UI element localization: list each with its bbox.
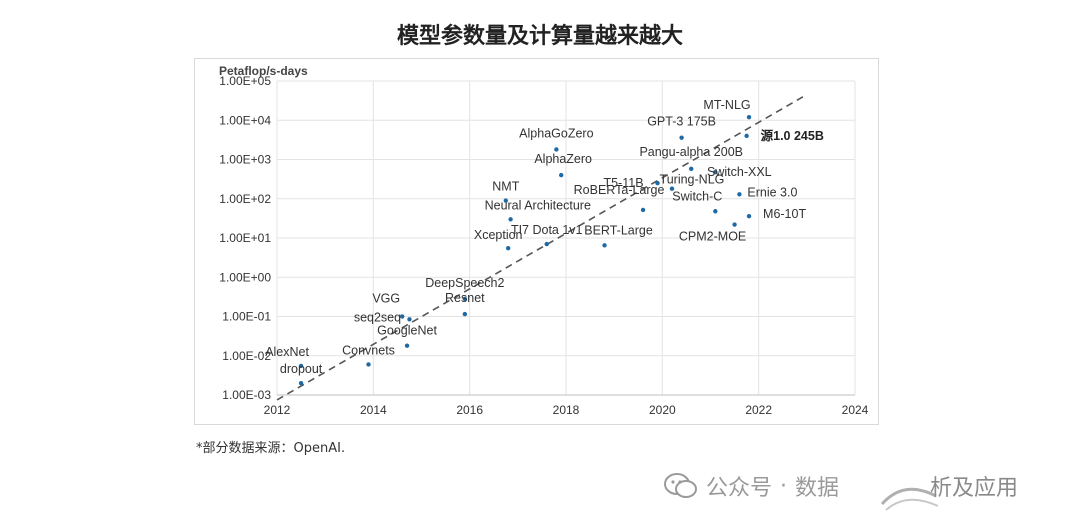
data-point xyxy=(554,147,559,152)
watermark-swoosh xyxy=(880,487,939,511)
data-point xyxy=(679,135,684,140)
data-point xyxy=(655,180,660,186)
data-point xyxy=(462,296,468,302)
data-label: Switch-C xyxy=(672,189,722,203)
chart-title: 模型参数量及计算量越来越大 xyxy=(396,24,683,49)
data-label: Ernie 3.0 xyxy=(747,185,797,199)
y-axis-label: Petaflop/s-days xyxy=(219,64,308,78)
x-tick-label: 2020 xyxy=(649,403,676,417)
scatter-plot: 1.00E-03 1.00E-02 1.00E-01 1.00E+00 1.00E+01… xyxy=(219,64,869,417)
data-point xyxy=(640,207,646,213)
data-point xyxy=(298,380,304,386)
data-label: AlexNet xyxy=(265,345,309,359)
data-label: Resnet xyxy=(445,291,485,305)
data-label: 源1.0 245B xyxy=(761,128,824,143)
y-tick-label: 1.00E+04 xyxy=(219,113,271,127)
data-label: TI7 Dota 1v1 xyxy=(511,223,583,237)
data-point xyxy=(746,114,752,120)
data-label: AlphaGoZero xyxy=(519,126,593,140)
x-tick-label: 2012 xyxy=(264,403,291,417)
data-point xyxy=(689,166,694,171)
trend-line xyxy=(276,93,808,401)
y-tick-label: 1.00E+00 xyxy=(219,270,271,284)
x-tick-label: 2022 xyxy=(745,403,772,417)
data-point xyxy=(404,343,410,348)
data-label: GoogleNet xyxy=(377,324,437,338)
data-point xyxy=(713,209,718,214)
data-label: VGG xyxy=(372,292,400,306)
y-tick-label: 1.00E+03 xyxy=(219,153,271,167)
data-point xyxy=(544,241,549,247)
data-label: AlphaZero xyxy=(534,152,592,166)
data-point xyxy=(407,317,412,322)
watermark: 公众号 · 数据 xyxy=(664,466,839,506)
x-tick-label: 2014 xyxy=(360,403,387,417)
data-label: Convnets xyxy=(342,343,395,357)
watermark-separator: · xyxy=(780,473,788,499)
data-point xyxy=(737,192,742,197)
footnote: *部分数据来源：OpenAI. xyxy=(196,441,346,456)
y-tick-label: 1.00E-01 xyxy=(222,310,271,324)
y-tick-label: 1.00E+05 xyxy=(219,74,271,88)
data-label: CPM2-MOE xyxy=(679,230,746,244)
y-tick-label: 1.00E-03 xyxy=(222,388,271,402)
data-label: T5-11B xyxy=(603,176,643,190)
data-point xyxy=(400,314,405,319)
data-label: M6-10T xyxy=(763,207,806,221)
y-tick-label: 1.00E+02 xyxy=(219,192,271,206)
data-label: MT-NLG xyxy=(703,98,750,112)
data-label: seq2seq xyxy=(354,310,401,324)
data-label: BERT-Large xyxy=(584,223,653,237)
y-tick-label: 1.00E+01 xyxy=(219,231,271,245)
data-label: NMT xyxy=(492,180,519,194)
data-point xyxy=(366,362,371,367)
data-point xyxy=(506,245,511,251)
watermark-name: 数据 xyxy=(795,476,840,501)
data-point xyxy=(746,213,752,219)
watermark-text: 公众号 xyxy=(706,476,773,501)
data-label: DeepSpeech2 xyxy=(425,276,504,290)
wechat-icon xyxy=(664,472,698,500)
data-label: RoBERTa-Large xyxy=(574,183,665,197)
y-tick-label: 1.00E-02 xyxy=(222,349,271,363)
data-point xyxy=(669,186,675,191)
data-label: Neural Architecture xyxy=(485,198,591,212)
data-label: Pangu-alpha 200B xyxy=(639,145,743,159)
data-point xyxy=(508,217,513,222)
watermark-suffix: 析及应用 xyxy=(930,476,1019,501)
data-point xyxy=(298,363,304,369)
data-point xyxy=(602,243,607,248)
data-point xyxy=(558,172,564,178)
data-label: Xception xyxy=(474,228,523,242)
data-point xyxy=(744,133,749,139)
data-point xyxy=(503,198,508,203)
x-tick-label: 2016 xyxy=(456,403,483,417)
data-label: GPT-3 175B xyxy=(647,115,716,129)
x-tick-label: 2024 xyxy=(842,403,869,417)
chart-area: 1.00E-03 1.00E-02 1.00E-01 1.00E+00 1.00E+01… xyxy=(194,58,879,425)
x-tick-label: 2018 xyxy=(553,403,580,417)
data-point xyxy=(713,169,718,175)
data-point xyxy=(732,222,737,227)
data-label: Turing-NLG xyxy=(660,173,725,187)
data-label: dropout xyxy=(280,362,323,376)
data-label: Switch-XXL xyxy=(707,165,772,179)
data-point xyxy=(462,311,468,317)
